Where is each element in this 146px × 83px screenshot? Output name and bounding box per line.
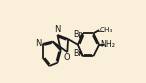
- Text: —: —: [96, 27, 104, 36]
- Text: O: O: [64, 53, 71, 62]
- Text: N: N: [54, 25, 61, 34]
- Text: N: N: [36, 39, 42, 48]
- Text: Br: Br: [73, 49, 82, 58]
- Text: Br: Br: [73, 30, 82, 40]
- Text: NH₂: NH₂: [100, 40, 115, 49]
- Text: CH₃: CH₃: [100, 27, 113, 33]
